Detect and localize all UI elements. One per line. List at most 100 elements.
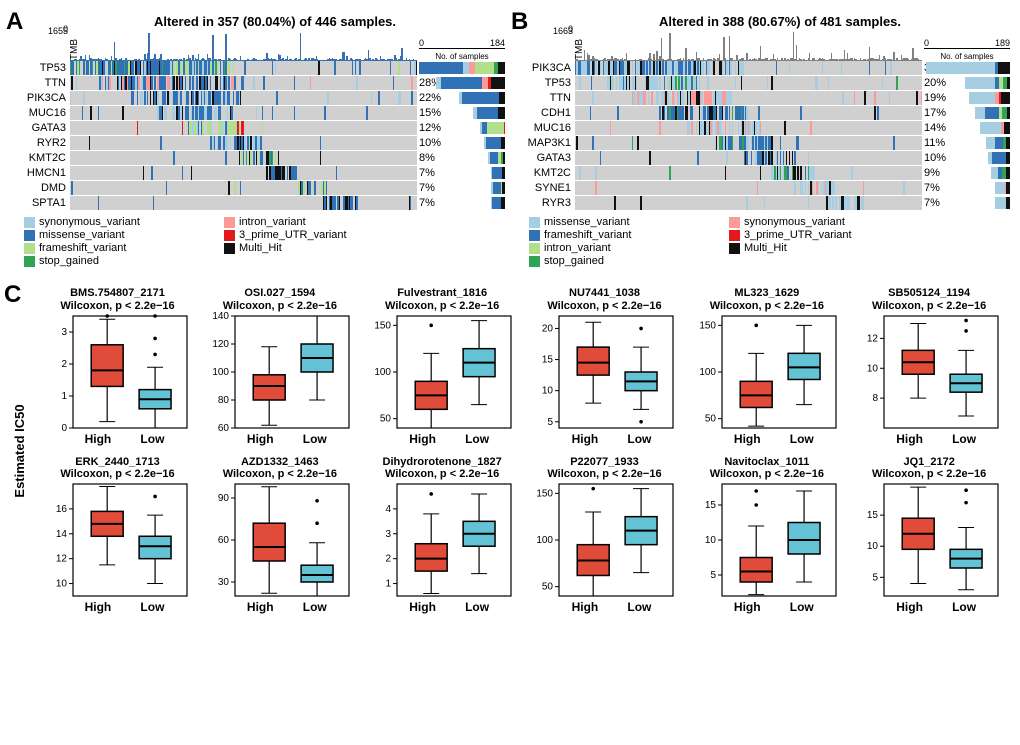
gene-label: RYR2 [10,136,66,150]
gene-label: KMT2C [10,151,66,165]
gene-bar [436,77,505,89]
xcat-high: High [734,432,761,446]
gene-row: MUC1615% [70,106,417,120]
gene-row: HMCN17% [70,166,417,180]
svg-text:60: 60 [218,535,230,546]
gene-row: SPTA17% [70,196,417,210]
bp-xaxis: HighLow [40,432,195,446]
xcat-high: High [572,600,599,614]
gene-pct: 15% [419,106,447,120]
boxplot-svg: 6080100120140 [205,312,355,432]
boxplot-svg: 51015 [854,480,1004,600]
oncoplot-a: AAltered in 357 (80.04%) of 446 samples.… [10,14,505,267]
svg-text:8: 8 [873,393,879,404]
gene-bar [484,137,505,149]
boxplot-grid: BMS.754807_2171Wilcoxon, p < 2.2e−160123… [40,287,1010,614]
boxplot: OSI.027_1594Wilcoxon, p < 2.2e−166080100… [202,287,357,446]
gene-row: KMT2C9% [575,166,922,180]
xcat-low: Low [140,600,164,614]
bp-xaxis: HighLow [852,600,1007,614]
legend-item: synonymous_variant [729,216,929,228]
legend-item: Multi_Hit [224,242,424,254]
gene-bar [491,197,505,209]
svg-text:12: 12 [867,333,879,344]
xcat-high: High [572,432,599,446]
bp-wilcoxon: Wilcoxon, p < 2.2e−16 [852,468,1007,480]
onco-legend: missense_variantsynonymous_variantframes… [529,216,1010,267]
gene-label: TP53 [515,76,571,90]
bp-wilcoxon: Wilcoxon, p < 2.2e−16 [689,300,844,312]
boxplot-svg: 0123 [43,312,193,432]
boxplot-svg: 51015 [692,480,842,600]
xcat-low: Low [465,600,489,614]
svg-text:12: 12 [55,554,67,565]
svg-text:1: 1 [61,391,67,402]
legend-item: stop_gained [24,255,224,267]
panel-b-label: B [511,8,528,36]
oncoplot-b: BAltered in 388 (80.67%) of 481 samples.… [515,14,1010,267]
gene-bar [975,107,1010,119]
svg-text:80: 80 [218,395,230,406]
gene-label: GATA3 [515,151,571,165]
onco-title: Altered in 388 (80.67%) of 481 samples. [550,14,1010,29]
svg-text:50: 50 [380,413,392,424]
svg-text:30: 30 [218,577,230,588]
legend-item: frameshift_variant [24,242,224,254]
svg-text:100: 100 [699,367,716,378]
svg-text:150: 150 [699,320,716,331]
gene-pct: 17% [924,106,952,120]
gene-pct: 7% [419,196,447,210]
bp-xaxis: High Low [365,600,520,614]
svg-text:14: 14 [55,529,67,540]
xcat-high: High [896,600,923,614]
tmb-track: 1655TMB0 [70,31,417,61]
boxplot: Fulvestrant_1816Wilcoxon, p < 2.2e−16501… [365,287,520,446]
boxplot-svg: 10121416 [43,480,193,600]
gene-bar [459,92,505,104]
gene-row: SYNE17% [575,181,922,195]
xcat-low: Low [140,432,164,446]
svg-text:4: 4 [386,504,392,515]
gene-bar [991,167,1010,179]
gene-label: RYR3 [515,196,571,210]
gene-bar [980,122,1010,134]
xcat-low: Low [627,600,651,614]
svg-text:3: 3 [61,327,67,338]
gene-label: TTN [10,76,66,90]
gene-row: RYR37% [575,196,922,210]
gene-pct: 10% [924,151,952,165]
xcat-low: Low [790,600,814,614]
bp-title: ML323_1629 [689,287,844,300]
boxplot: P22077_1933Wilcoxon, p < 2.2e−1650100150… [527,456,682,615]
xcat-high: High [409,600,436,614]
gene-label: GATA3 [10,121,66,135]
gene-bar [491,167,505,179]
bp-xaxis: High Low [40,600,195,614]
xcat-high: High [85,600,112,614]
onco-legend: synonymous_variantintron_variantmissense… [24,216,505,267]
boxplot-svg: 81012 [854,312,1004,432]
legend-item: Multi_Hit [729,242,929,254]
gene-pct: 7% [419,166,447,180]
svg-text:10: 10 [867,542,879,553]
gene-pct: 20% [924,76,952,90]
xcat-high: High [734,600,761,614]
svg-text:5: 5 [710,570,716,581]
bp-xaxis: High Low [689,600,844,614]
gene-pct: 12% [419,121,447,135]
boxplot: SB505124_1194Wilcoxon, p < 2.2e−1681012H… [852,287,1007,446]
gene-row: PIK3CA22% [70,91,417,105]
legend-item: stop_gained [529,255,729,267]
gene-row: GATA312% [70,121,417,135]
bp-title: AZD1332_1463 [202,456,357,469]
gene-label: HMCN1 [10,166,66,180]
gene-row: TP5320% [575,76,922,90]
boxplot: NU7441_1038Wilcoxon, p < 2.2e−165101520H… [527,287,682,446]
gene-row: MUC1614% [575,121,922,135]
bp-xaxis: HighLow [202,600,357,614]
boxplot-svg: 50100150 [367,312,517,432]
xcat-low: Low [952,432,976,446]
gene-pct: 11% [924,136,952,150]
gene-row: TTN28% [70,76,417,90]
panel-a-label: A [6,8,23,36]
